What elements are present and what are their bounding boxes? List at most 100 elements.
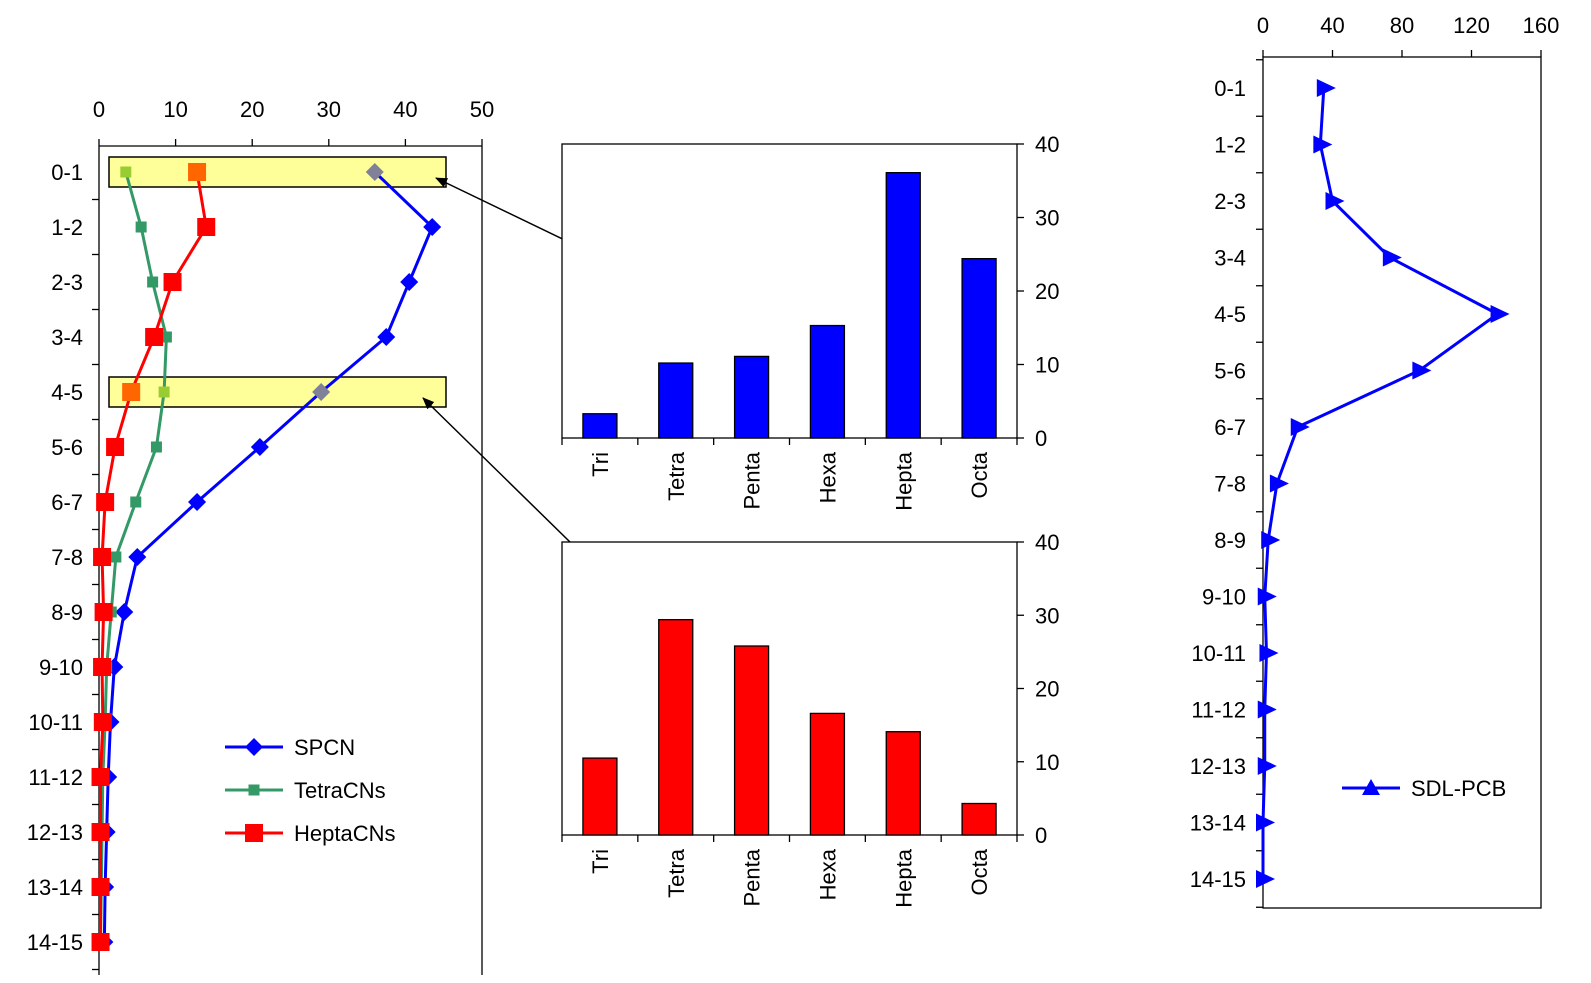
x-tick-label: 120 bbox=[1453, 13, 1490, 38]
x-tick-label: 0 bbox=[93, 97, 105, 122]
data-point-HeptaCNs bbox=[91, 878, 110, 896]
y-tick-label: 10-11 bbox=[1191, 641, 1246, 666]
data-point-SPCN bbox=[128, 548, 147, 566]
y-tick-label: 10 bbox=[1035, 353, 1059, 378]
y-tick-label: 14-15 bbox=[1190, 867, 1246, 892]
left-depth-profile-chart: 0 10 20 30 40 50 0-1 1-2 2-3 3-4 4-5 5-6 6-7 7-8 8-9 9-… bbox=[27, 97, 494, 975]
bar-chart-bottom: 0 10 20 30 40 Tri Tetra Penta Hexa Hepta Octa bbox=[561, 530, 1059, 908]
data-point-SPCN bbox=[377, 328, 396, 346]
data-point-SDL-PCB bbox=[1256, 813, 1275, 832]
x-tick-label: 80 bbox=[1390, 13, 1414, 38]
y-tick-label: 10 bbox=[1035, 750, 1059, 775]
y-tick-label: 2-3 bbox=[51, 270, 83, 295]
y-tick-label: 4-5 bbox=[51, 380, 83, 405]
bar-Penta bbox=[733, 645, 770, 836]
data-point-SDL-PCB bbox=[1269, 474, 1289, 493]
y-tick-label: 0 bbox=[1035, 426, 1047, 451]
x-tick-label: 40 bbox=[1320, 13, 1344, 38]
x-tick-label: Penta bbox=[740, 451, 765, 509]
legend-swatch-marker bbox=[245, 824, 263, 842]
y-tick-label: 9-10 bbox=[39, 655, 83, 680]
data-point-HeptaCNs bbox=[197, 218, 216, 236]
data-point-SDL-PCB bbox=[1261, 531, 1281, 549]
y-tick-label: 9-10 bbox=[1202, 585, 1246, 610]
data-point-SDL-PCB bbox=[1290, 418, 1310, 436]
data-point-TetraCNs bbox=[130, 496, 142, 508]
data-point-HeptaCNs bbox=[91, 933, 110, 951]
bar-Tetra bbox=[658, 618, 694, 836]
highlight-boxes bbox=[108, 156, 447, 408]
y-tick-label: 1-2 bbox=[51, 215, 83, 240]
legend-swatch-marker bbox=[1362, 779, 1380, 795]
y-tick-label: 14-15 bbox=[27, 930, 83, 955]
data-point-TetraCNs bbox=[150, 441, 162, 453]
y-tick-label: 4-5 bbox=[1214, 302, 1246, 327]
y-tick-label: 8-9 bbox=[51, 600, 83, 625]
x-tick-label: Tri bbox=[588, 849, 613, 874]
data-point-SDL-PCB bbox=[1259, 644, 1279, 662]
bar-Tetra bbox=[658, 362, 694, 439]
x-tick-label: Hexa bbox=[815, 848, 840, 900]
y-tick-label: 0-1 bbox=[51, 160, 83, 185]
bar-Hepta bbox=[885, 731, 921, 836]
y-tick-label: 0 bbox=[1035, 823, 1047, 848]
data-point-SDL-PCB bbox=[1412, 361, 1432, 380]
data-point-TetraCNs bbox=[110, 551, 122, 563]
bar-Octa bbox=[961, 258, 997, 439]
data-point-SPCN bbox=[400, 273, 419, 291]
y-tick-label: 30 bbox=[1035, 206, 1059, 231]
left-chart-series bbox=[91, 163, 442, 951]
data-point-HeptaCNs bbox=[91, 823, 110, 841]
bar-Penta bbox=[733, 355, 770, 439]
y-tick-label: 20 bbox=[1035, 677, 1059, 702]
x-tick-label: 50 bbox=[470, 97, 494, 122]
right-depth-profile-chart: 0 40 80 120 160 0-1 1-2 2-3 3-4 4-5 5-6 6-7 7-8 8-9 9-… bbox=[1190, 13, 1560, 909]
legend-swatch-marker bbox=[245, 738, 263, 756]
data-point-SPCN bbox=[423, 218, 442, 236]
highlight-box bbox=[108, 156, 447, 188]
y-tick-label: 40 bbox=[1035, 530, 1059, 555]
data-point-SDL-PCB bbox=[1257, 757, 1277, 775]
x-tick-label: Hepta bbox=[891, 848, 916, 907]
legend-label: SPCN bbox=[294, 735, 355, 760]
data-point-HeptaCNs bbox=[91, 768, 110, 786]
data-point-TetraCNs bbox=[160, 331, 172, 343]
data-point-SDL-PCB bbox=[1257, 700, 1277, 719]
data-point-SDL-PCB bbox=[1382, 248, 1402, 267]
data-point-SPCN bbox=[188, 493, 207, 511]
y-tick-label: 6-7 bbox=[1214, 415, 1246, 440]
data-point-HeptaCNs bbox=[93, 548, 112, 566]
data-point-HeptaCNs bbox=[96, 493, 115, 511]
y-tick-label: 5-6 bbox=[51, 435, 83, 460]
data-point-SDL-PCB bbox=[1256, 870, 1275, 888]
y-tick-label: 0-1 bbox=[1214, 76, 1246, 101]
data-point-SPCN bbox=[312, 383, 331, 401]
legend-label: SDL-PCB bbox=[1411, 776, 1506, 801]
data-point-HeptaCNs bbox=[122, 383, 141, 401]
y-tick-label: 7-8 bbox=[51, 545, 83, 570]
y-tick-label: 3-4 bbox=[51, 325, 83, 350]
y-tick-label: 11-12 bbox=[1191, 698, 1246, 723]
x-tick-label: 0 bbox=[1257, 13, 1269, 38]
data-point-TetraCNs bbox=[120, 166, 132, 178]
data-point-SDL-PCB bbox=[1325, 192, 1345, 210]
data-point-SDL-PCB bbox=[1313, 135, 1333, 154]
y-tick-label: 5-6 bbox=[1214, 359, 1246, 384]
data-point-TetraCNs bbox=[147, 276, 159, 288]
data-point-HeptaCNs bbox=[188, 163, 207, 181]
y-tick-label: 7-8 bbox=[1214, 472, 1246, 497]
bar-Hexa bbox=[809, 712, 846, 836]
y-tick-label: 3-4 bbox=[1214, 246, 1246, 271]
data-point-HeptaCNs bbox=[163, 273, 182, 291]
bar-Tri bbox=[582, 413, 618, 439]
left-chart-legend: SPCN TetraCNs HeptaCNs bbox=[225, 735, 395, 846]
x-tick-label: Tetra bbox=[664, 848, 689, 898]
y-tick-label: 6-7 bbox=[51, 490, 83, 515]
y-tick-label: 12-13 bbox=[1190, 754, 1246, 779]
y-tick-label: 10-11 bbox=[28, 710, 83, 735]
x-tick-label: Hepta bbox=[891, 451, 916, 510]
bar-Octa bbox=[961, 802, 997, 836]
x-tick-label: 160 bbox=[1523, 13, 1560, 38]
x-tick-label: Hexa bbox=[815, 451, 840, 503]
data-point-SPCN bbox=[365, 163, 384, 181]
